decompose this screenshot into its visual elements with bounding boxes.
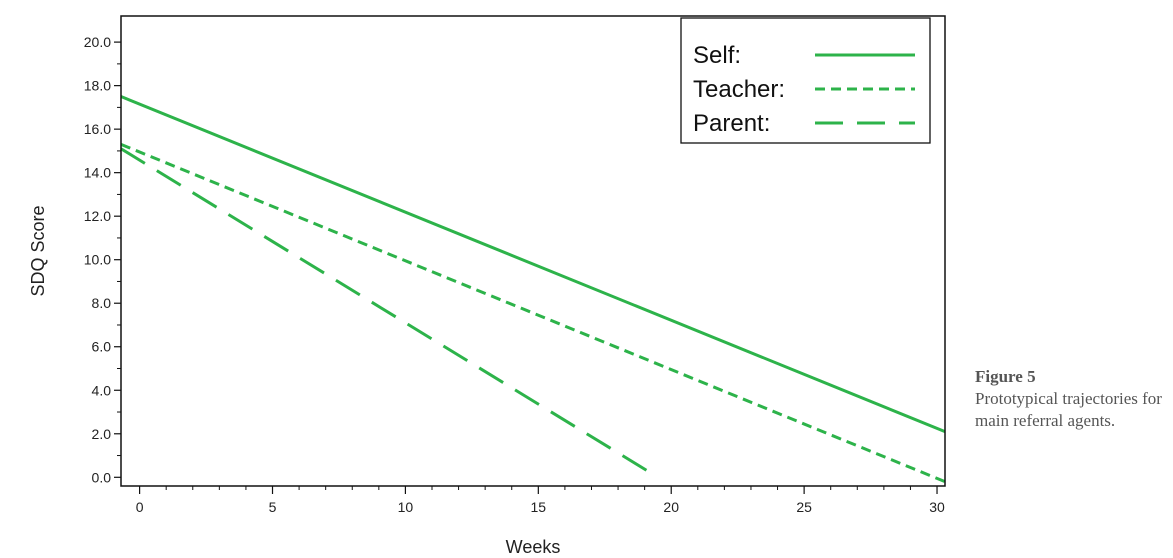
plot-frame	[120, 15, 946, 487]
legend-label: Parent:	[693, 110, 770, 137]
axes: 0.0 2.0 4.0 6.0 8.0 10.0 12.0 14.0 16.0 18.0 20.0 0…	[84, 34, 945, 515]
y-axis-title: SDQ Score	[28, 205, 48, 296]
x-tick-label: 10	[398, 499, 414, 515]
y-tick-label: 18.0	[84, 78, 111, 94]
y-tick-label: 8.0	[92, 295, 112, 311]
y-tick-label: 14.0	[84, 165, 111, 181]
x-tick-label: 30	[929, 499, 945, 515]
legend-label: Teacher:	[693, 76, 785, 103]
legend: Self: Teacher: Parent:	[680, 17, 931, 144]
y-tick-label: 16.0	[84, 121, 111, 137]
y-tick-label: 0.0	[92, 469, 112, 485]
series-line-parent	[120, 147, 659, 479]
y-tick-label: 6.0	[92, 339, 112, 355]
figure-caption: Figure 5 Prototypical trajectories for m…	[975, 366, 1173, 432]
legend-box	[680, 17, 931, 144]
y-tick-label: 2.0	[92, 426, 112, 442]
y-tick-label: 10.0	[84, 252, 111, 268]
series-line-self	[120, 95, 946, 433]
x-axis-title: Weeks	[506, 537, 561, 557]
x-tick-label: 20	[663, 499, 679, 515]
x-tick-label: 15	[531, 499, 547, 515]
series-line-teacher	[120, 142, 946, 484]
y-tick-label: 12.0	[84, 208, 111, 224]
y-tick-label: 4.0	[92, 382, 112, 398]
figure-caption-label: Figure 5	[975, 367, 1036, 386]
y-tick-label: 20.0	[84, 34, 111, 50]
plot-marks	[120, 95, 946, 484]
x-tick-label: 5	[269, 499, 277, 515]
figure-caption-text: Prototypical trajectories for main refer…	[975, 389, 1162, 430]
legend-label: Self:	[693, 42, 741, 69]
x-tick-label: 25	[796, 499, 812, 515]
x-tick-label: 0	[136, 499, 144, 515]
